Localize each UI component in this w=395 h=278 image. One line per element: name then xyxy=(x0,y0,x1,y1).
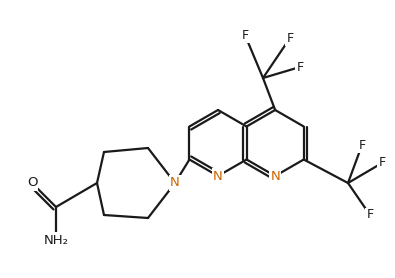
Text: O: O xyxy=(27,177,37,190)
Text: F: F xyxy=(286,31,293,44)
Text: N: N xyxy=(170,177,180,190)
Text: N: N xyxy=(270,170,280,182)
Text: F: F xyxy=(367,208,374,222)
Text: F: F xyxy=(358,138,365,152)
Text: F: F xyxy=(296,61,304,73)
Text: F: F xyxy=(378,157,386,170)
Text: N: N xyxy=(213,170,223,182)
Text: NH₂: NH₂ xyxy=(43,234,68,247)
Text: F: F xyxy=(241,29,248,41)
